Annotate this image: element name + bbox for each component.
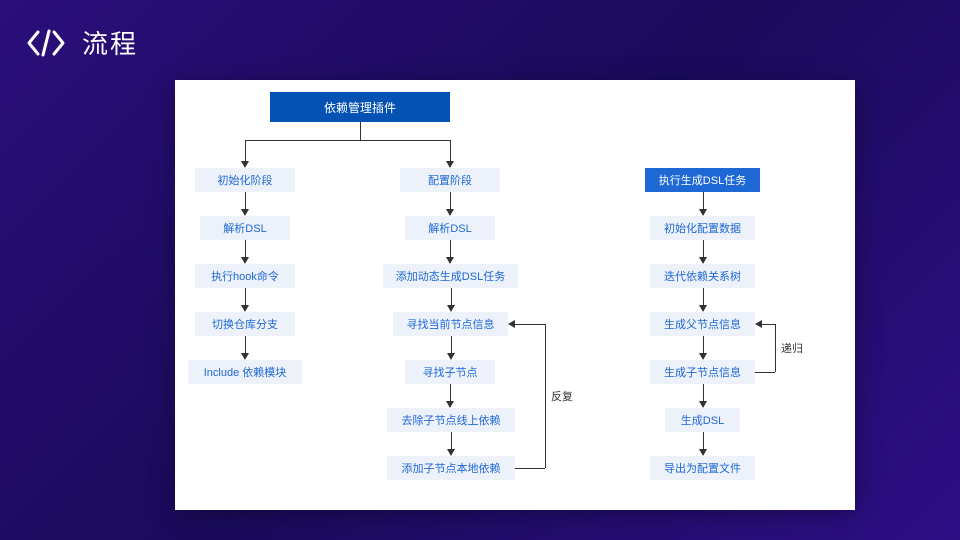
flow-edge bbox=[703, 432, 704, 449]
flow-node-b4: 寻找当前节点信息 bbox=[393, 312, 508, 336]
flow-node-c5: 生成DSL bbox=[665, 408, 740, 432]
arrow-icon bbox=[446, 257, 454, 264]
flow-node-c2: 迭代依赖关系树 bbox=[650, 264, 755, 288]
flow-edge bbox=[703, 384, 704, 401]
flow-edge bbox=[450, 192, 451, 209]
arrow-icon bbox=[446, 401, 454, 408]
flow-edge bbox=[703, 192, 704, 209]
flowchart-canvas: 依赖管理插件初始化阶段解析DSL 执行hook命令切换仓库分支 Include 依赖… bbox=[175, 80, 855, 510]
flow-edge bbox=[515, 468, 545, 469]
flow-node-b2: 解析DSL bbox=[405, 216, 495, 240]
flow-node-b6: 去除子节点线上依赖 bbox=[387, 408, 515, 432]
arrow-icon bbox=[241, 161, 249, 168]
flow-edge bbox=[360, 122, 361, 140]
flow-edge bbox=[245, 288, 246, 305]
flow-node-c4: 生成子节点信息 bbox=[650, 360, 755, 384]
flow-node-a5: Include 依赖模块 bbox=[188, 360, 302, 384]
arrow-icon bbox=[241, 257, 249, 264]
flow-edge bbox=[245, 336, 246, 353]
arrow-icon bbox=[446, 209, 454, 216]
flow-edge bbox=[451, 336, 452, 353]
flow-edge bbox=[703, 288, 704, 305]
arrow-icon bbox=[508, 320, 515, 328]
flow-node-b7: 添加子节点本地依赖 bbox=[387, 456, 515, 480]
arrow-icon bbox=[699, 257, 707, 264]
flow-edge bbox=[703, 240, 704, 257]
flow-edge bbox=[755, 372, 775, 373]
arrow-icon bbox=[447, 305, 455, 312]
edge-label: 反复 bbox=[549, 388, 575, 404]
flow-node-c0: 执行生成DSL任务 bbox=[645, 168, 760, 192]
arrow-icon bbox=[699, 401, 707, 408]
edge-label: 递归 bbox=[779, 340, 805, 356]
flow-node-c3: 生成父节点信息 bbox=[650, 312, 755, 336]
flow-edge bbox=[245, 240, 246, 257]
flow-edge bbox=[545, 324, 546, 468]
flow-node-c1: 初始化配置数据 bbox=[650, 216, 755, 240]
flow-node-b5: 寻找子节点 bbox=[405, 360, 495, 384]
flow-edge bbox=[450, 140, 451, 161]
code-brackets-icon bbox=[26, 29, 66, 57]
slide-title: 流程 bbox=[82, 24, 138, 61]
flow-node-root: 依赖管理插件 bbox=[270, 92, 450, 122]
arrow-icon bbox=[699, 305, 707, 312]
arrow-icon bbox=[446, 161, 454, 168]
arrow-icon bbox=[699, 353, 707, 360]
flow-edge bbox=[762, 324, 775, 325]
flow-edge bbox=[451, 432, 452, 449]
flow-node-a3: 执行hook命令 bbox=[195, 264, 295, 288]
flow-node-a4: 切换仓库分支 bbox=[195, 312, 295, 336]
slide-header: 流程 bbox=[0, 0, 960, 61]
flow-edge bbox=[245, 192, 246, 209]
flow-edge bbox=[450, 384, 451, 401]
arrow-icon bbox=[447, 449, 455, 456]
arrow-icon bbox=[699, 209, 707, 216]
flow-node-a2: 解析DSL bbox=[200, 216, 290, 240]
flow-node-a1: 初始化阶段 bbox=[195, 168, 295, 192]
arrow-icon bbox=[699, 449, 707, 456]
flow-edge bbox=[515, 324, 545, 325]
flow-edge bbox=[245, 140, 450, 141]
flow-node-c6: 导出为配置文件 bbox=[650, 456, 755, 480]
flow-node-b1: 配置阶段 bbox=[400, 168, 500, 192]
arrow-icon bbox=[241, 209, 249, 216]
arrow-icon bbox=[241, 353, 249, 360]
flow-edge bbox=[245, 140, 246, 161]
flow-edge bbox=[775, 324, 776, 372]
arrow-icon bbox=[447, 353, 455, 360]
flow-node-b3: 添加动态生成DSL任务 bbox=[383, 264, 518, 288]
flow-edge bbox=[451, 288, 452, 305]
arrow-icon bbox=[241, 305, 249, 312]
arrow-icon bbox=[755, 320, 762, 328]
flow-edge bbox=[703, 336, 704, 353]
flow-edge bbox=[450, 240, 451, 257]
